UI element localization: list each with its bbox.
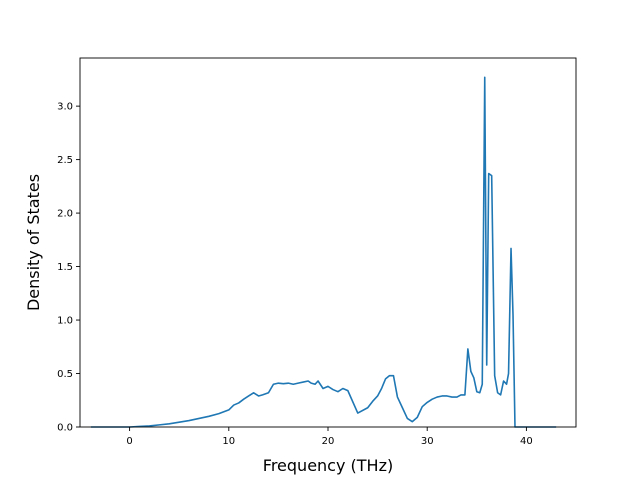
y-tick-label: 0.5 — [57, 369, 73, 380]
x-axis-ticks: 0 10 20 30 40 — [126, 427, 533, 447]
x-tick-label: 0 — [126, 436, 132, 447]
y-tick-label: 1.0 — [57, 316, 73, 327]
y-axis-ticks: 0.0 0.5 1.0 1.5 2.0 2.5 3.0 — [57, 102, 80, 434]
y-axis-label: Density of States — [24, 174, 43, 311]
x-tick-label: 10 — [222, 436, 235, 447]
x-axis-label: Frequency (THz) — [263, 456, 393, 475]
y-tick-label: 2.0 — [57, 209, 73, 220]
series-line-0 — [90, 76, 557, 428]
y-tick-label: 1.5 — [57, 262, 73, 273]
x-tick-label: 20 — [322, 436, 335, 447]
y-tick-label: 0.0 — [57, 423, 73, 434]
x-tick-label: 30 — [421, 436, 434, 447]
y-tick-label: 3.0 — [57, 102, 73, 113]
x-tick-label: 40 — [520, 436, 533, 447]
y-tick-label: 2.5 — [57, 155, 73, 166]
